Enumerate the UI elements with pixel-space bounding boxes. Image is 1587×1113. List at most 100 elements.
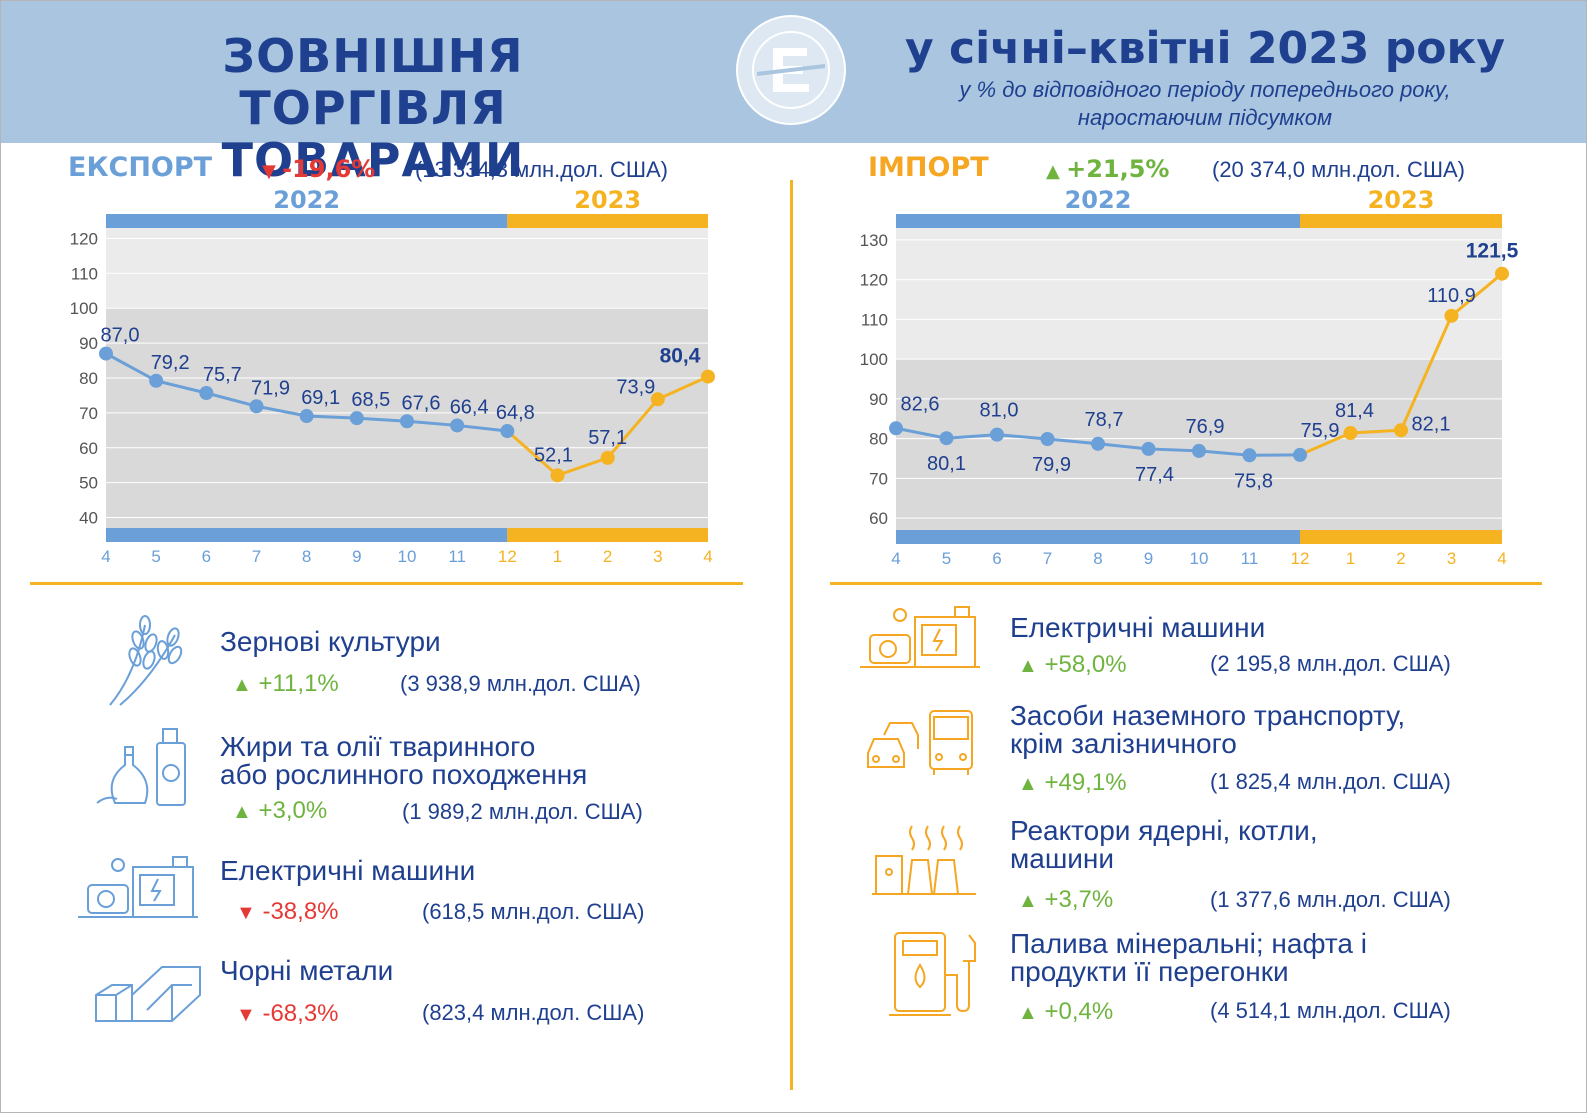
x-tick-label: 3 <box>653 547 662 566</box>
data-point <box>701 369 715 384</box>
data-label: 69,1 <box>301 387 340 409</box>
x-tick-label: 2 <box>603 547 612 566</box>
data-label: 75,7 <box>203 364 242 386</box>
item-name: Чорні метали <box>220 955 394 986</box>
x-tick-label: 11 <box>1241 549 1259 568</box>
item-name: Електричні машини <box>220 855 476 886</box>
data-point <box>600 450 615 465</box>
export-item-electric: Електричні машини <box>220 857 475 885</box>
data-point <box>1141 441 1156 456</box>
reactor-boiler-icon <box>872 825 976 895</box>
period-title: у січні–квітні 2023 року <box>905 23 1505 74</box>
import-item-transport: Засоби наземного транспорту, крім залізн… <box>1010 702 1405 758</box>
data-label: 68,5 <box>351 389 390 411</box>
data-label: 67,6 <box>402 392 441 414</box>
data-label: 76,9 <box>1186 416 1225 438</box>
page-title: ЗОВНІШНЯ ТОРГІВЛЯ ТОВАРАМИ <box>108 30 638 186</box>
year-bar-2023-top <box>507 214 708 228</box>
year-bar-2022-bottom <box>896 530 1300 544</box>
change-value: +3,7% <box>1044 886 1114 913</box>
wheat-icon <box>109 615 183 706</box>
item-name-2: крім залізничного <box>1010 728 1237 759</box>
data-label: 66,4 <box>450 396 489 418</box>
y-tick-label: 90 <box>79 334 98 353</box>
x-tick-label: 9 <box>1144 549 1153 568</box>
electric-machine-icon <box>78 856 198 918</box>
change-value: -68,3% <box>262 1000 339 1027</box>
import-divider <box>830 582 1542 585</box>
export-item-ferrous: Чорні метали <box>220 957 393 985</box>
x-tick-label: 1 <box>553 547 562 566</box>
x-tick-label: 4 <box>101 547 110 566</box>
x-tick-label: 7 <box>1043 549 1052 568</box>
data-point <box>1293 447 1307 462</box>
y-tick-label: 90 <box>869 390 888 409</box>
export-amount: (13 334,3 млн.дол. США) <box>415 157 668 182</box>
data-point <box>299 409 314 424</box>
import-amount: (20 374,0 млн.дол. США) <box>1212 157 1465 182</box>
import-item-electric: Електричні машини <box>1010 614 1265 642</box>
export-item-electric-amount: (618,5 млн.дол. США) <box>422 899 645 924</box>
data-label: 82,1 <box>1412 413 1451 435</box>
data-label: 81,4 <box>1335 400 1374 422</box>
data-label: 75,9 <box>1301 420 1340 442</box>
item-name: Зернові культури <box>220 626 441 657</box>
title-line-2: ТОВАРАМИ <box>221 133 525 187</box>
y-tick-label: 130 <box>860 231 888 250</box>
data-point <box>1394 423 1408 438</box>
export-divider <box>30 582 743 585</box>
x-tick-label: 5 <box>942 549 951 568</box>
import-item-transport-change: ▲ +49,1% <box>1018 769 1127 796</box>
export-item-oils-change: ▲ +3,0% <box>232 797 328 824</box>
data-label: 79,9 <box>1032 454 1071 476</box>
electric-machine-icon <box>860 606 980 668</box>
data-point <box>349 411 364 426</box>
data-point <box>1495 266 1509 281</box>
y-tick-label: 70 <box>79 404 98 423</box>
y-tick-label: 80 <box>79 369 98 388</box>
y-tick-label: 120 <box>860 271 888 290</box>
x-tick-label: 9 <box>352 547 361 566</box>
data-point <box>1343 426 1358 441</box>
export-change-value: -19,6% <box>282 155 376 183</box>
change-value: +58,0% <box>1044 651 1127 678</box>
item-name-2: продукти її перегонки <box>1010 956 1289 987</box>
data-label: 71,9 <box>251 377 290 399</box>
x-tick-label: 12 <box>498 547 517 566</box>
import-item-reactors-amount: (1 377,6 млн.дол. США) <box>1210 887 1451 912</box>
data-label: 87,0 <box>101 325 140 347</box>
export-item-grain: Зернові культури <box>220 628 441 656</box>
import-item-fuels-change: ▲ +0,4% <box>1018 998 1114 1025</box>
data-point <box>1242 448 1257 463</box>
data-label: 57,1 <box>588 427 627 449</box>
y-tick-label: 110 <box>861 310 888 329</box>
x-tick-label: 11 <box>448 547 466 566</box>
export-item-grain-amount: (3 938,9 млн.дол. США) <box>400 671 641 696</box>
data-point <box>1192 443 1206 458</box>
data-point <box>199 386 214 400</box>
data-point <box>550 468 565 483</box>
data-point <box>889 421 903 436</box>
import-change: ▲ +21,5% <box>1046 155 1170 183</box>
data-label: 80,1 <box>927 453 966 475</box>
import-change-value: +21,5% <box>1066 155 1170 183</box>
cars-bus-icon <box>867 710 973 775</box>
x-tick-label: 8 <box>1093 549 1102 568</box>
item-name: Жири та олії тваринного <box>220 731 536 762</box>
data-point <box>99 346 113 361</box>
item-name: Реактори ядерні, котли, <box>1010 815 1318 846</box>
export-change: ▼ -19,6% <box>262 155 376 183</box>
x-tick-label: 4 <box>1497 549 1506 568</box>
data-point <box>249 399 264 414</box>
oil-bottles-icon <box>96 728 186 806</box>
year-bar-2022-top <box>896 214 1300 228</box>
export-label: ЕКСПОРТ <box>68 152 213 183</box>
year-bar-2022-top <box>106 214 508 228</box>
data-label: 75,8 <box>1234 470 1273 492</box>
vertical-divider <box>790 180 793 1090</box>
data-label: 77,4 <box>1135 464 1174 486</box>
item-name-2: машини <box>1010 843 1115 874</box>
derzhstat-logo <box>736 15 846 125</box>
data-point <box>650 392 665 407</box>
